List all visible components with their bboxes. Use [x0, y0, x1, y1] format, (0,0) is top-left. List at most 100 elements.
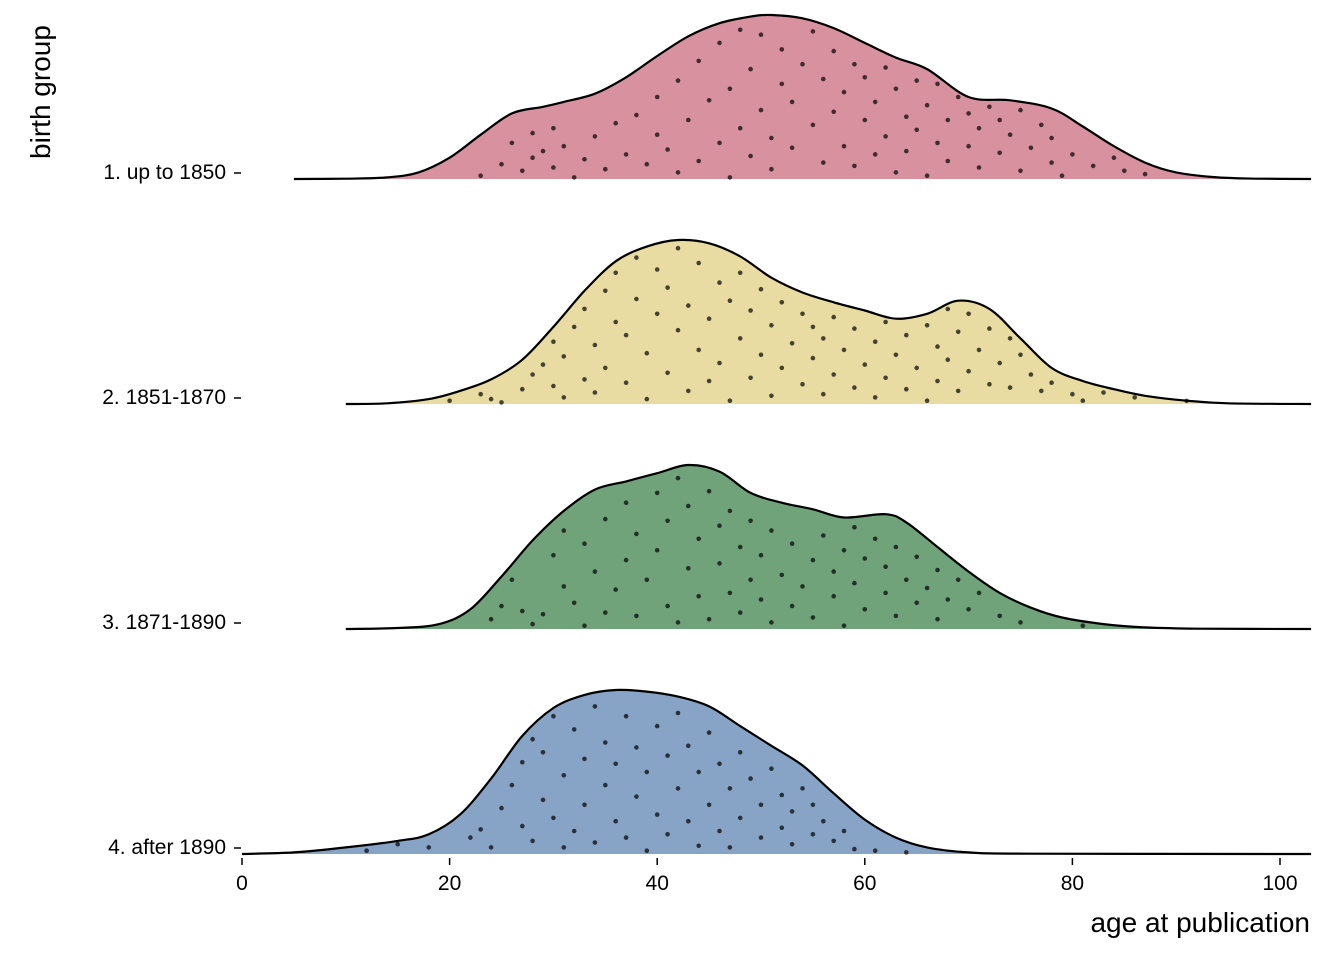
data-point [571, 324, 577, 330]
data-point [821, 391, 826, 397]
data-point [561, 773, 567, 778]
data-point [758, 597, 764, 602]
data-point [748, 375, 753, 381]
data-point [706, 316, 712, 322]
data-point [717, 360, 722, 366]
data-point [769, 528, 774, 533]
data-point [665, 832, 670, 837]
data-point [904, 332, 909, 338]
data-point [976, 165, 982, 170]
data-point [540, 611, 546, 617]
data-point [623, 835, 629, 840]
data-point [924, 585, 930, 591]
density-area [293, 14, 1312, 180]
data-point [499, 400, 504, 405]
data-point [769, 620, 774, 625]
data-point [727, 398, 733, 404]
x-tick-label: 20 [438, 872, 461, 895]
data-point [789, 809, 795, 814]
data-point [717, 761, 722, 767]
data-point [904, 386, 909, 392]
x-axis-title: age at publication [1090, 907, 1310, 938]
data-point [686, 566, 691, 571]
data-point [613, 319, 618, 325]
data-point [841, 89, 847, 95]
data-point [520, 608, 525, 614]
data-point [665, 370, 670, 376]
data-point [800, 61, 805, 67]
data-point [540, 362, 546, 367]
data-point [530, 155, 535, 160]
data-point [717, 828, 722, 834]
data-point [623, 152, 629, 157]
data-point [675, 78, 681, 83]
data-point [654, 812, 660, 817]
data-point [904, 577, 909, 583]
data-point [634, 531, 639, 537]
data-point [810, 802, 816, 808]
data-point [1132, 395, 1137, 400]
data-point [987, 326, 992, 331]
data-point [665, 147, 670, 152]
data-point [520, 823, 525, 829]
data-point [883, 319, 888, 325]
density-line [293, 13, 1312, 181]
data-point [779, 365, 785, 371]
data-point [603, 782, 608, 788]
data-point [530, 621, 535, 627]
data-point [644, 848, 650, 853]
data-point [831, 838, 836, 844]
data-point [852, 846, 857, 852]
data-point [1101, 390, 1106, 395]
data-point [737, 270, 743, 276]
data-point [748, 66, 753, 72]
data-point [893, 544, 899, 550]
data-point [603, 365, 608, 371]
data-point [831, 109, 836, 115]
data-point [841, 548, 847, 553]
data-point [800, 584, 805, 589]
data-point [395, 841, 401, 847]
data-point [488, 616, 494, 622]
data-point [520, 386, 525, 392]
data-point [717, 40, 722, 46]
data-point [613, 818, 618, 824]
data-point [634, 255, 639, 260]
y-tick-label: 4. after 1890 [108, 836, 226, 859]
data-point [924, 102, 930, 108]
data-point [976, 590, 982, 596]
data-point [852, 580, 857, 586]
data-point [769, 393, 774, 399]
data-point [499, 161, 504, 167]
data-point [582, 623, 587, 628]
data-point [914, 127, 919, 133]
density-line [345, 238, 1312, 406]
data-point [520, 759, 525, 765]
data-point [737, 125, 743, 131]
data-point [1007, 132, 1013, 137]
data-point [509, 577, 515, 583]
data-point [883, 65, 888, 70]
data-point [810, 29, 816, 34]
data-point [675, 475, 681, 481]
data-point [706, 616, 712, 622]
data-point [1007, 336, 1013, 341]
data-point [696, 58, 701, 64]
data-point [686, 503, 691, 509]
data-point [872, 536, 878, 542]
data-point [935, 378, 940, 384]
data-point [686, 117, 691, 123]
data-point [924, 323, 930, 328]
data-point [561, 584, 567, 589]
data-point [727, 786, 733, 791]
y-axis-title: birth group [25, 25, 56, 159]
data-point [810, 557, 816, 563]
data-point [696, 593, 701, 599]
data-point [810, 355, 816, 361]
data-point [945, 597, 951, 602]
data-point [758, 802, 764, 808]
data-point [831, 48, 836, 54]
data-point [1184, 398, 1189, 404]
data-point [935, 616, 940, 622]
